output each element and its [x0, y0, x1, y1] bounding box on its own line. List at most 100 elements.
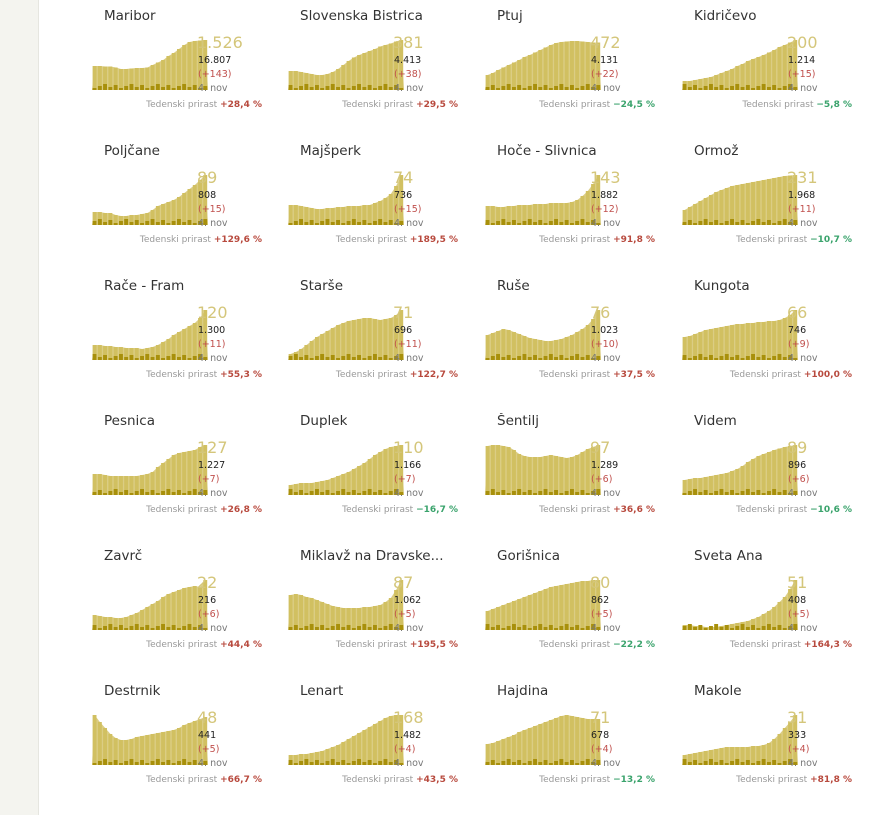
daily-bar [92, 625, 97, 630]
daily-bar [309, 491, 314, 495]
daily-bar [341, 760, 346, 765]
cumulative-bar [575, 717, 580, 765]
cumulative-bar [367, 607, 372, 630]
date-label: 4. nov [198, 353, 228, 364]
cumulative-bar [119, 740, 123, 765]
daily-bar [548, 625, 553, 630]
weekly-growth-value: +122,7 % [409, 370, 458, 380]
cumulative-bar [543, 589, 548, 630]
daily-bar [596, 489, 601, 495]
cumulative-bar [767, 743, 771, 765]
municipality-name: Destrnik [104, 683, 161, 699]
cumulative-bar [580, 581, 585, 630]
daily-bar [357, 759, 361, 765]
cumulative-bar [756, 57, 761, 90]
cumulative-bar [362, 205, 367, 225]
cumulative-bar [709, 195, 713, 225]
daily-bar [192, 85, 197, 90]
cumulative-bar [362, 53, 367, 90]
daily-bar [687, 87, 692, 90]
daily-bar [693, 627, 697, 630]
cumulative-bar [336, 69, 340, 90]
municipality-card: Gorišnica 80 862 (+5) 4. nov Tedenski prirast… [485, 548, 655, 666]
daily-bar [772, 627, 777, 630]
cumulative-bar [570, 457, 574, 495]
daily-bar [740, 624, 745, 630]
weekly-growth: Tedenski prirast +100,0 % [730, 369, 852, 381]
daily-bar [113, 223, 118, 225]
daily-bar [145, 221, 150, 225]
daily-bar [203, 86, 208, 90]
cumulative-bar [517, 60, 522, 90]
cumulative-bar [341, 65, 346, 90]
cumulative-bar [383, 319, 388, 360]
daily-bar [564, 491, 569, 495]
cumulative-bar [709, 476, 713, 495]
daily-delta: (+15) [394, 204, 422, 215]
cumulative-bar [564, 337, 569, 360]
cumulative-bar [129, 215, 134, 225]
municipality-name: Kidričevo [694, 8, 757, 24]
cumulative-bar [533, 593, 537, 630]
daily-delta: (+4) [394, 744, 416, 755]
daily-bar [103, 626, 107, 630]
daily-bar [527, 86, 532, 90]
daily-bar [496, 625, 500, 630]
daily-bar [187, 762, 192, 765]
total-cases: 1.968 [788, 190, 816, 201]
daily-bar [362, 87, 367, 90]
municipality-name: Majšperk [300, 143, 361, 159]
cumulative-bar [346, 739, 351, 765]
cumulative-bar [709, 77, 713, 90]
cumulative-bar [570, 41, 574, 90]
daily-bar [719, 85, 724, 90]
cumulative-bar [373, 319, 377, 360]
cumulative-bar [330, 606, 335, 630]
cumulative-bar [129, 739, 134, 765]
cumulative-bar [357, 55, 361, 90]
daily-bar [103, 493, 107, 495]
cumulative-bar [767, 179, 771, 225]
date-label: 4. nov [394, 758, 424, 769]
daily-bar [596, 627, 601, 630]
cumulative-bar [793, 715, 798, 765]
cumulative-bar [751, 182, 755, 225]
cumulative-bar [357, 733, 361, 765]
cumulative-bar [548, 455, 553, 495]
daily-bar [92, 221, 97, 225]
daily-bar [512, 624, 516, 630]
cumulative-bar [198, 180, 202, 225]
weekly-growth-label: Tedenski prirast [146, 505, 218, 515]
cumulative-bar [367, 205, 372, 225]
daily-bar [304, 222, 309, 225]
daily-bar [388, 358, 393, 360]
daily-bar [564, 87, 569, 90]
daily-bar [346, 492, 351, 495]
daily-bar [761, 626, 766, 630]
cumulative-bar [166, 56, 171, 90]
cumulative-bar [383, 45, 388, 90]
weekly-growth: Tedenski prirast +43,5 % [342, 774, 458, 786]
cumulative-bar [336, 207, 340, 225]
total-cases: 216 [198, 595, 217, 606]
daily-bar [124, 219, 129, 225]
cumulative-bar [527, 457, 532, 495]
daily-bar [596, 85, 601, 90]
cumulative-bar [97, 474, 102, 495]
cumulative-bar [187, 42, 192, 90]
daily-bar [501, 761, 506, 765]
daily-bar [548, 221, 553, 225]
cumulative-bar [761, 180, 766, 225]
daily-bar [124, 761, 129, 765]
cumulative-bar [351, 736, 356, 765]
cumulative-bar [92, 66, 97, 90]
cumulative-bar [346, 206, 351, 225]
daily-bar [485, 220, 490, 225]
municipality-name: Pesnica [104, 413, 156, 429]
cumulative-bar [383, 718, 388, 765]
cumulative-bar [735, 66, 740, 90]
cumulative-bar [596, 580, 601, 630]
cumulative-bar [585, 191, 590, 225]
cumulative-bar [388, 716, 393, 765]
daily-bar [730, 490, 734, 495]
